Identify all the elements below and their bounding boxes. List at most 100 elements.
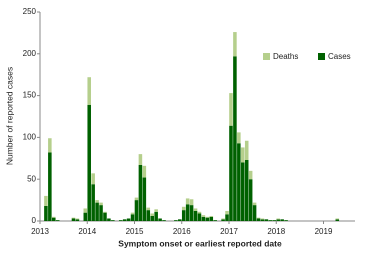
bar-segment (241, 162, 245, 221)
y-tick-label: 250 (23, 7, 37, 16)
bar-segment (75, 218, 80, 220)
bar-segment (44, 195, 48, 206)
bar-segment (150, 213, 154, 216)
x-tick-label: 2019 (315, 227, 333, 236)
bar-segment (252, 202, 257, 206)
bar-segment (138, 154, 143, 165)
bar-segment (229, 93, 233, 126)
bar-segment (130, 214, 135, 221)
bar-segment (209, 216, 214, 221)
bar-segment (71, 217, 76, 219)
bar-segment (193, 208, 198, 211)
bar-segment (185, 198, 190, 205)
bar-segment (181, 210, 186, 221)
bar-segment (178, 219, 182, 221)
bar-segment (55, 220, 60, 221)
bar-segment (335, 219, 340, 221)
bar-segment (95, 202, 99, 221)
x-tick-label: 2014 (78, 227, 96, 236)
bar-segment (248, 179, 253, 221)
bar-segment (118, 220, 123, 221)
bar-segment (87, 104, 91, 221)
bar-segment (154, 209, 158, 212)
bar-segment (221, 218, 225, 220)
bar-segment (233, 32, 237, 57)
y-tick-label: 200 (23, 49, 37, 58)
y-tick-label: 50 (27, 174, 36, 183)
bar-segment (103, 211, 107, 213)
bar-segment (197, 211, 202, 214)
bar-segment (103, 212, 107, 221)
bar-segment (87, 77, 91, 105)
bar-segment (126, 218, 131, 221)
bar-segment (111, 220, 115, 221)
bar-segment (201, 216, 206, 221)
bar-segment (225, 214, 229, 221)
x-tick-label: 2016 (173, 227, 191, 236)
bar-segment (189, 199, 194, 206)
bar-segment (185, 204, 190, 221)
bar-segment (174, 220, 178, 221)
bar-segment (146, 210, 151, 221)
bar-segment (154, 211, 158, 221)
bar-segment (158, 218, 162, 221)
bar-segment (268, 220, 273, 221)
bar-segment (201, 215, 206, 217)
bar-segment (83, 212, 88, 221)
x-tick-label: 2015 (126, 227, 144, 236)
bar-segment (107, 218, 111, 221)
bar-segment (134, 197, 139, 201)
bar-segment (146, 207, 151, 211)
bar-segment (83, 208, 88, 213)
bar-segment (44, 205, 48, 221)
x-tick-label: 2013 (31, 227, 49, 236)
bar-segment (142, 165, 147, 178)
bar-segment (52, 216, 56, 218)
bar-segment (75, 219, 80, 221)
bar-segment (241, 147, 245, 163)
x-axis-title: Symptom onset or earliest reported date (118, 238, 282, 248)
x-tick-label: 2017 (220, 227, 238, 236)
bar-segment (48, 152, 52, 221)
bar-segment (130, 212, 135, 215)
bar-segment (95, 200, 99, 203)
bar-segment (150, 215, 154, 221)
y-axis-title: Number of reported cases (4, 67, 14, 165)
bar-segment (99, 205, 103, 221)
bar-segment (122, 219, 127, 221)
y-tick-label: 150 (23, 91, 37, 100)
y-tick-label: 0 (32, 216, 37, 225)
bar-segment (193, 210, 198, 221)
bar-segment (256, 217, 261, 219)
bar-segment (256, 218, 261, 221)
bar-segment (181, 206, 186, 211)
bar-segment (233, 56, 237, 221)
bar-segment (272, 220, 277, 221)
bar-segment (237, 143, 241, 221)
bar-segment (260, 219, 265, 221)
bar-segment (280, 219, 284, 221)
bar-segment (189, 205, 194, 221)
bar-segment (205, 217, 210, 221)
y-tick-label: 100 (23, 133, 37, 142)
legend-swatch (318, 53, 325, 60)
bar-segment (91, 184, 95, 221)
bar-segment (229, 125, 233, 221)
bar-segment (134, 200, 139, 221)
bar-segment (162, 220, 166, 221)
bar-segment (209, 215, 214, 217)
bar-segment (205, 216, 210, 218)
bar-segment (142, 177, 147, 221)
bar-segment (138, 164, 143, 221)
bar-segment (221, 219, 225, 221)
bar-segment (213, 220, 217, 221)
bar-segment (248, 170, 253, 180)
bar-segment (48, 138, 52, 153)
bar-segment (71, 218, 76, 221)
legend-label: Cases (328, 52, 351, 61)
bar-segment (52, 217, 56, 221)
bar-segment (237, 132, 241, 144)
bar-segment (335, 218, 340, 220)
bar-segment (244, 140, 249, 160)
